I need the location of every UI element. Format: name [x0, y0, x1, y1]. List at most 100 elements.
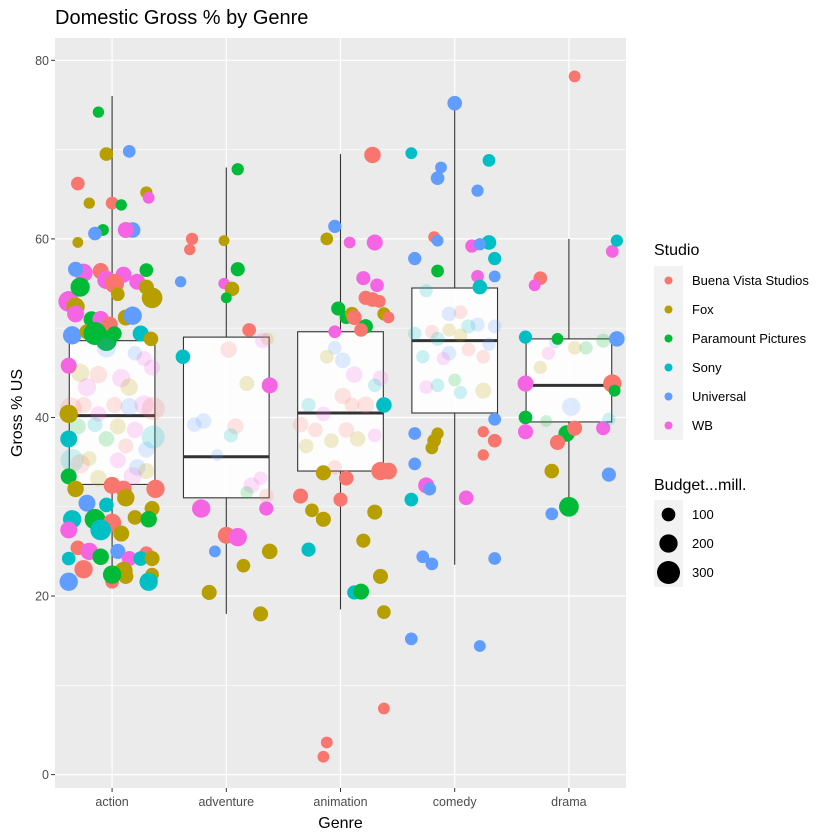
data-point	[377, 702, 390, 715]
data-point	[184, 243, 196, 256]
data-point	[435, 161, 447, 174]
data-point	[382, 311, 395, 324]
data-point	[253, 471, 268, 486]
data-point	[473, 640, 486, 652]
data-point	[146, 479, 165, 499]
data-point	[327, 460, 343, 475]
data-point	[67, 480, 84, 498]
chart-title: Domestic Gross % by Genre	[55, 7, 308, 29]
data-point	[315, 511, 331, 527]
data-point	[67, 305, 85, 323]
legend-size-swatch	[661, 507, 676, 522]
legend-label: Sony	[692, 360, 722, 375]
data-point	[453, 385, 468, 400]
data-point	[316, 406, 331, 422]
data-point	[610, 234, 623, 247]
box-comedy	[411, 287, 499, 414]
data-point	[345, 366, 363, 383]
data-point	[441, 345, 457, 361]
data-point	[201, 584, 217, 600]
data-point	[461, 342, 476, 357]
data-point	[482, 153, 496, 167]
data-point	[596, 333, 611, 348]
y-tick-label: 80	[35, 54, 49, 68]
data-point	[71, 176, 85, 191]
data-point	[528, 279, 541, 292]
data-point	[141, 425, 165, 449]
data-point	[518, 410, 533, 425]
data-point	[488, 270, 501, 283]
data-point	[115, 199, 127, 211]
data-point	[255, 332, 271, 349]
data-point	[224, 281, 240, 297]
data-point	[128, 459, 146, 476]
data-point	[482, 337, 496, 351]
y-tick-label: 20	[35, 590, 49, 604]
data-point	[261, 332, 274, 346]
data-point	[117, 221, 134, 238]
data-point	[123, 467, 142, 486]
data-point	[92, 548, 109, 565]
data-point	[458, 490, 474, 506]
data-point	[430, 331, 445, 346]
data-point	[517, 424, 534, 440]
data-point	[364, 146, 381, 164]
data-point	[301, 397, 316, 413]
data-point	[436, 351, 450, 366]
data-point	[425, 324, 439, 339]
box-adventure	[182, 336, 270, 499]
data-point	[144, 359, 161, 376]
data-point	[99, 147, 114, 161]
y-tick-label: 60	[35, 232, 49, 246]
data-point	[562, 397, 581, 416]
data-point	[559, 496, 579, 517]
data-point	[367, 428, 382, 443]
data-point	[488, 552, 502, 565]
data-point	[425, 441, 439, 455]
data-point	[117, 489, 135, 507]
data-point	[473, 238, 486, 251]
data-point	[540, 415, 552, 427]
data-point	[61, 551, 76, 566]
data-point	[319, 349, 334, 364]
data-point	[317, 750, 330, 763]
data-point	[223, 428, 238, 443]
data-point	[305, 503, 319, 518]
data-point	[243, 477, 260, 494]
data-point	[477, 449, 489, 461]
data-point	[120, 378, 138, 396]
data-point	[90, 469, 107, 487]
y-tick-label: 40	[35, 411, 49, 425]
data-point	[77, 377, 97, 397]
data-point	[298, 438, 314, 454]
data-point	[518, 330, 533, 344]
data-point	[242, 323, 256, 337]
legend-label: 200	[692, 536, 714, 551]
data-point	[62, 326, 82, 345]
data-point	[141, 287, 163, 309]
data-point	[367, 504, 383, 520]
data-point	[110, 543, 126, 559]
data-point	[259, 501, 274, 516]
data-point	[83, 197, 95, 209]
data-point	[70, 363, 90, 382]
data-point	[549, 434, 566, 450]
data-point	[60, 521, 78, 539]
data-point	[354, 323, 368, 337]
legend-budget: Budget...mill. 100 200 300	[654, 477, 746, 587]
data-point	[372, 568, 389, 584]
box-drama	[525, 338, 613, 423]
data-point	[211, 449, 224, 461]
data-point	[187, 417, 202, 432]
data-point	[70, 454, 90, 474]
data-point	[475, 382, 492, 399]
data-point	[370, 278, 384, 293]
y-axis-title: Gross % US	[9, 369, 26, 457]
data-point	[551, 332, 564, 345]
legend-swatch	[664, 392, 673, 401]
data-point	[328, 219, 342, 233]
data-point	[68, 261, 84, 277]
data-point	[185, 232, 199, 246]
data-point	[331, 301, 346, 316]
data-point	[118, 568, 134, 584]
